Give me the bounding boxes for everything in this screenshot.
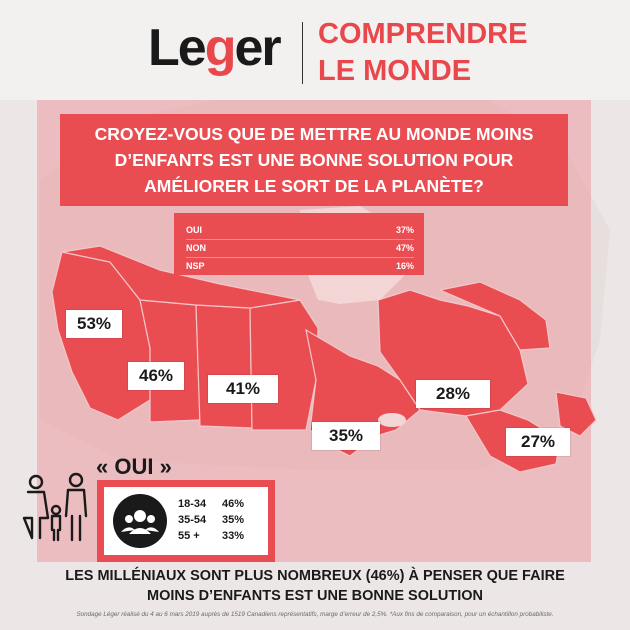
map-region-saskatchewan bbox=[195, 304, 253, 429]
tagline: COMPRENDRE LE MONDE bbox=[318, 16, 527, 90]
age-group-list: 18-34 46% 35-54 35% 55 + 33% bbox=[178, 496, 258, 544]
age-value: 46% bbox=[222, 498, 245, 510]
map-region-north bbox=[61, 245, 301, 309]
map-region-manitoba bbox=[249, 299, 319, 431]
conclusion-line-1: LES MILLÉNIAUX SONT PLUS NOMBREUX (46%) … bbox=[65, 568, 565, 584]
result-label: OUI bbox=[186, 225, 203, 235]
conclusion-text: LES MILLÉNIAUX SONT PLUS NOMBREUX (46%) … bbox=[40, 566, 590, 606]
result-row: NSP 16% bbox=[186, 258, 414, 275]
age-range: 55 + bbox=[178, 530, 200, 542]
result-row: NON 47% bbox=[186, 240, 414, 258]
result-label: NSP bbox=[186, 261, 205, 271]
question-banner: CROYEZ-VOUS QUE DE METTRE AU MONDE MOINS… bbox=[60, 114, 568, 206]
family-icon bbox=[22, 472, 88, 542]
map-region-labrador bbox=[438, 281, 551, 351]
question-line-1: CROYEZ-VOUS QUE DE METTRE AU MONDE MOINS bbox=[94, 124, 534, 144]
age-group-row: 55 + 33% bbox=[178, 528, 258, 544]
region-value-atlantic: 27% bbox=[506, 428, 570, 456]
result-label: NON bbox=[186, 243, 206, 253]
age-value: 35% bbox=[222, 514, 245, 526]
question-line-2: D’ENFANTS EST UNE BONNE SOLUTION POUR bbox=[114, 150, 514, 170]
region-value-bc: 53% bbox=[66, 310, 122, 338]
age-value: 33% bbox=[222, 530, 245, 542]
region-value-prairies: 41% bbox=[208, 375, 278, 403]
age-range: 18-34 bbox=[178, 498, 207, 510]
tagline-line-2: LE MONDE bbox=[318, 55, 472, 87]
region-value-ontario: 35% bbox=[312, 422, 380, 450]
great-lakes bbox=[378, 413, 406, 427]
leger-logo: Leger bbox=[148, 19, 282, 77]
map-region-quebec bbox=[377, 289, 529, 417]
results-table: OUI 37% NON 47% NSP 16% bbox=[174, 213, 424, 275]
result-value: 47% bbox=[395, 243, 414, 253]
result-value: 37% bbox=[395, 225, 414, 235]
conclusion-line-2: MOINS D’ENFANTS EST UNE BONNE SOLUTION bbox=[147, 588, 483, 604]
survey-footnote: Sondage Léger réalisé du 4 au 6 mars 201… bbox=[76, 611, 554, 618]
question-line-3: AMÉLIORER LE SORT DE LA PLANÈTE? bbox=[144, 176, 484, 196]
age-range: 35-54 bbox=[178, 514, 207, 526]
region-value-quebec: 28% bbox=[416, 380, 490, 408]
map-region-newfoundland bbox=[555, 391, 597, 437]
header-divider bbox=[302, 22, 303, 84]
header-bar: Leger COMPRENDRE LE MONDE bbox=[0, 0, 630, 100]
region-value-alberta: 46% bbox=[128, 362, 184, 390]
tagline-line-1: COMPRENDRE bbox=[318, 18, 528, 50]
result-value: 16% bbox=[395, 261, 414, 271]
age-group-row: 18-34 46% bbox=[178, 496, 258, 512]
group-icon bbox=[113, 494, 167, 548]
result-row: OUI 37% bbox=[186, 222, 414, 240]
oui-heading: « OUI » bbox=[96, 454, 172, 479]
age-group-row: 35-54 35% bbox=[178, 512, 258, 528]
